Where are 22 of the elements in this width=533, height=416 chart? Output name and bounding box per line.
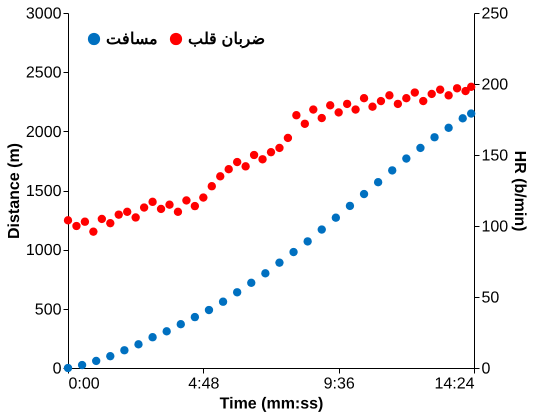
y-tick-label: 1500 — [26, 183, 62, 200]
legend-label: مسافت — [106, 31, 158, 48]
x-tick-label: 14:24 — [434, 376, 475, 392]
y2-tick-label: 50 — [482, 290, 500, 306]
x-tick-label: 0:00 — [68, 376, 100, 392]
y-tick-label: 1000 — [26, 242, 62, 260]
y-tick-label: 2500 — [26, 64, 62, 82]
y-axis-title: Distance (m) — [6, 142, 23, 240]
y2-tick-label: 250 — [482, 6, 508, 22]
y2-axis-title: HR (b/min) — [511, 150, 528, 232]
y-tick-label: 3000 — [26, 6, 62, 22]
legend-label: ضربان قلب — [188, 31, 266, 49]
x-tick-label: 9:36 — [324, 376, 355, 392]
x-axis-title: Time (mm:ss) — [220, 396, 324, 412]
y-tick-label: 0 — [52, 360, 62, 378]
x-tick-label: 4:48 — [188, 376, 220, 392]
y-tick-label: 2000 — [26, 124, 62, 141]
y2-tick-label: 0 — [482, 360, 490, 378]
y2-tick-label: 150 — [482, 148, 508, 164]
y-tick-label: 500 — [34, 301, 62, 318]
y2-tick-label: 200 — [482, 76, 508, 94]
y2-tick-label: 100 — [482, 218, 508, 236]
